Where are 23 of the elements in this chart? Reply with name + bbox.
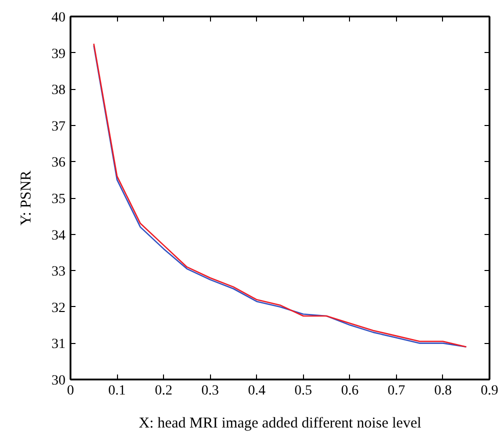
x-tick-label: 0.6 bbox=[341, 384, 359, 398]
y-axis-title: Y: PSNR bbox=[18, 170, 34, 226]
x-tick-label: 0.9 bbox=[480, 384, 498, 398]
x-tick-label: 0.7 bbox=[388, 384, 406, 398]
y-tick-label: 33 bbox=[52, 264, 66, 280]
x-tick-label: 0.1 bbox=[108, 384, 126, 398]
y-tick-label: 38 bbox=[52, 83, 66, 98]
x-tick-label: 0 bbox=[67, 384, 74, 398]
x-axis-title: X: head MRI image added different noise level bbox=[138, 416, 422, 432]
y-tick-label: 31 bbox=[52, 337, 66, 352]
y-tick-label: 35 bbox=[52, 192, 66, 207]
y-tick-label: 30 bbox=[52, 374, 66, 388]
x-tick-label: 0.5 bbox=[294, 384, 312, 398]
y-tick-label: 37 bbox=[52, 119, 66, 134]
y-tick-label: 40 bbox=[52, 10, 66, 26]
x-tick-label: 0.2 bbox=[154, 384, 172, 398]
y-tick-label: 39 bbox=[52, 46, 66, 62]
x-tick-label: 0.4 bbox=[248, 384, 266, 398]
y-tick-label: 36 bbox=[52, 156, 66, 171]
x-tick-label: 0.3 bbox=[201, 384, 219, 398]
y-tick-label: 34 bbox=[52, 228, 66, 244]
y-tick-label: 32 bbox=[52, 300, 66, 316]
x-tick-label: 0.8 bbox=[434, 384, 452, 398]
